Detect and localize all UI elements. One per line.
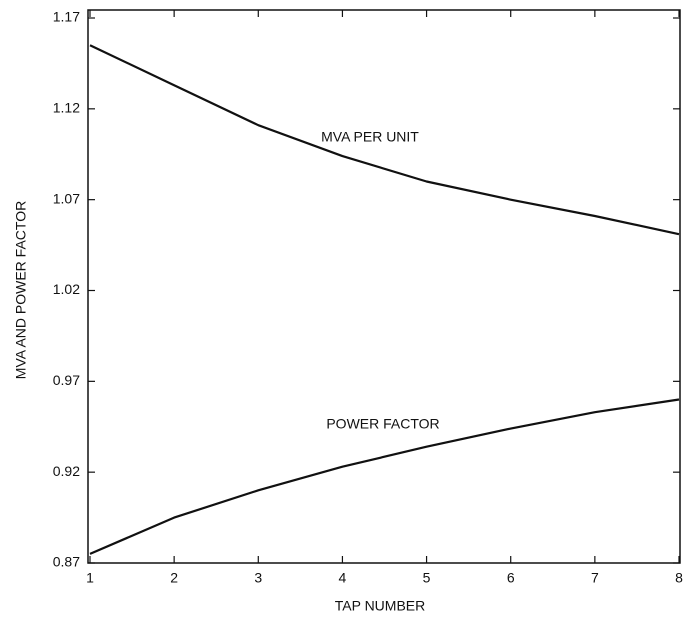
y-tick-label: 1.17	[53, 9, 80, 25]
x-tick-label: 3	[254, 570, 262, 586]
y-tick-label: 0.92	[53, 463, 80, 479]
series-line	[89, 44, 680, 236]
series-line	[89, 398, 680, 555]
x-tick-label: 4	[339, 570, 347, 586]
y-tick-label: 1.02	[53, 281, 80, 297]
y-tick-label: 1.12	[53, 100, 80, 116]
plot-frame	[87, 9, 681, 564]
y-tick-label: 1.07	[53, 190, 80, 206]
x-tick-label: 7	[591, 570, 599, 586]
x-tick-label: 6	[507, 570, 515, 586]
y-tick-label: 0.97	[53, 372, 80, 388]
x-tick-label: 1	[86, 570, 94, 586]
x-tick-label: 5	[423, 570, 431, 586]
series-label: POWER FACTOR	[326, 416, 439, 432]
x-tick-label: 8	[675, 570, 683, 586]
x-tick-label: 2	[170, 570, 178, 586]
y-axis-label: MVA AND POWER FACTOR	[13, 201, 29, 379]
y-tick-label: 0.87	[53, 554, 80, 570]
x-axis-label: TAP NUMBER	[335, 598, 426, 614]
series-label: MVA PER UNIT	[321, 129, 419, 145]
